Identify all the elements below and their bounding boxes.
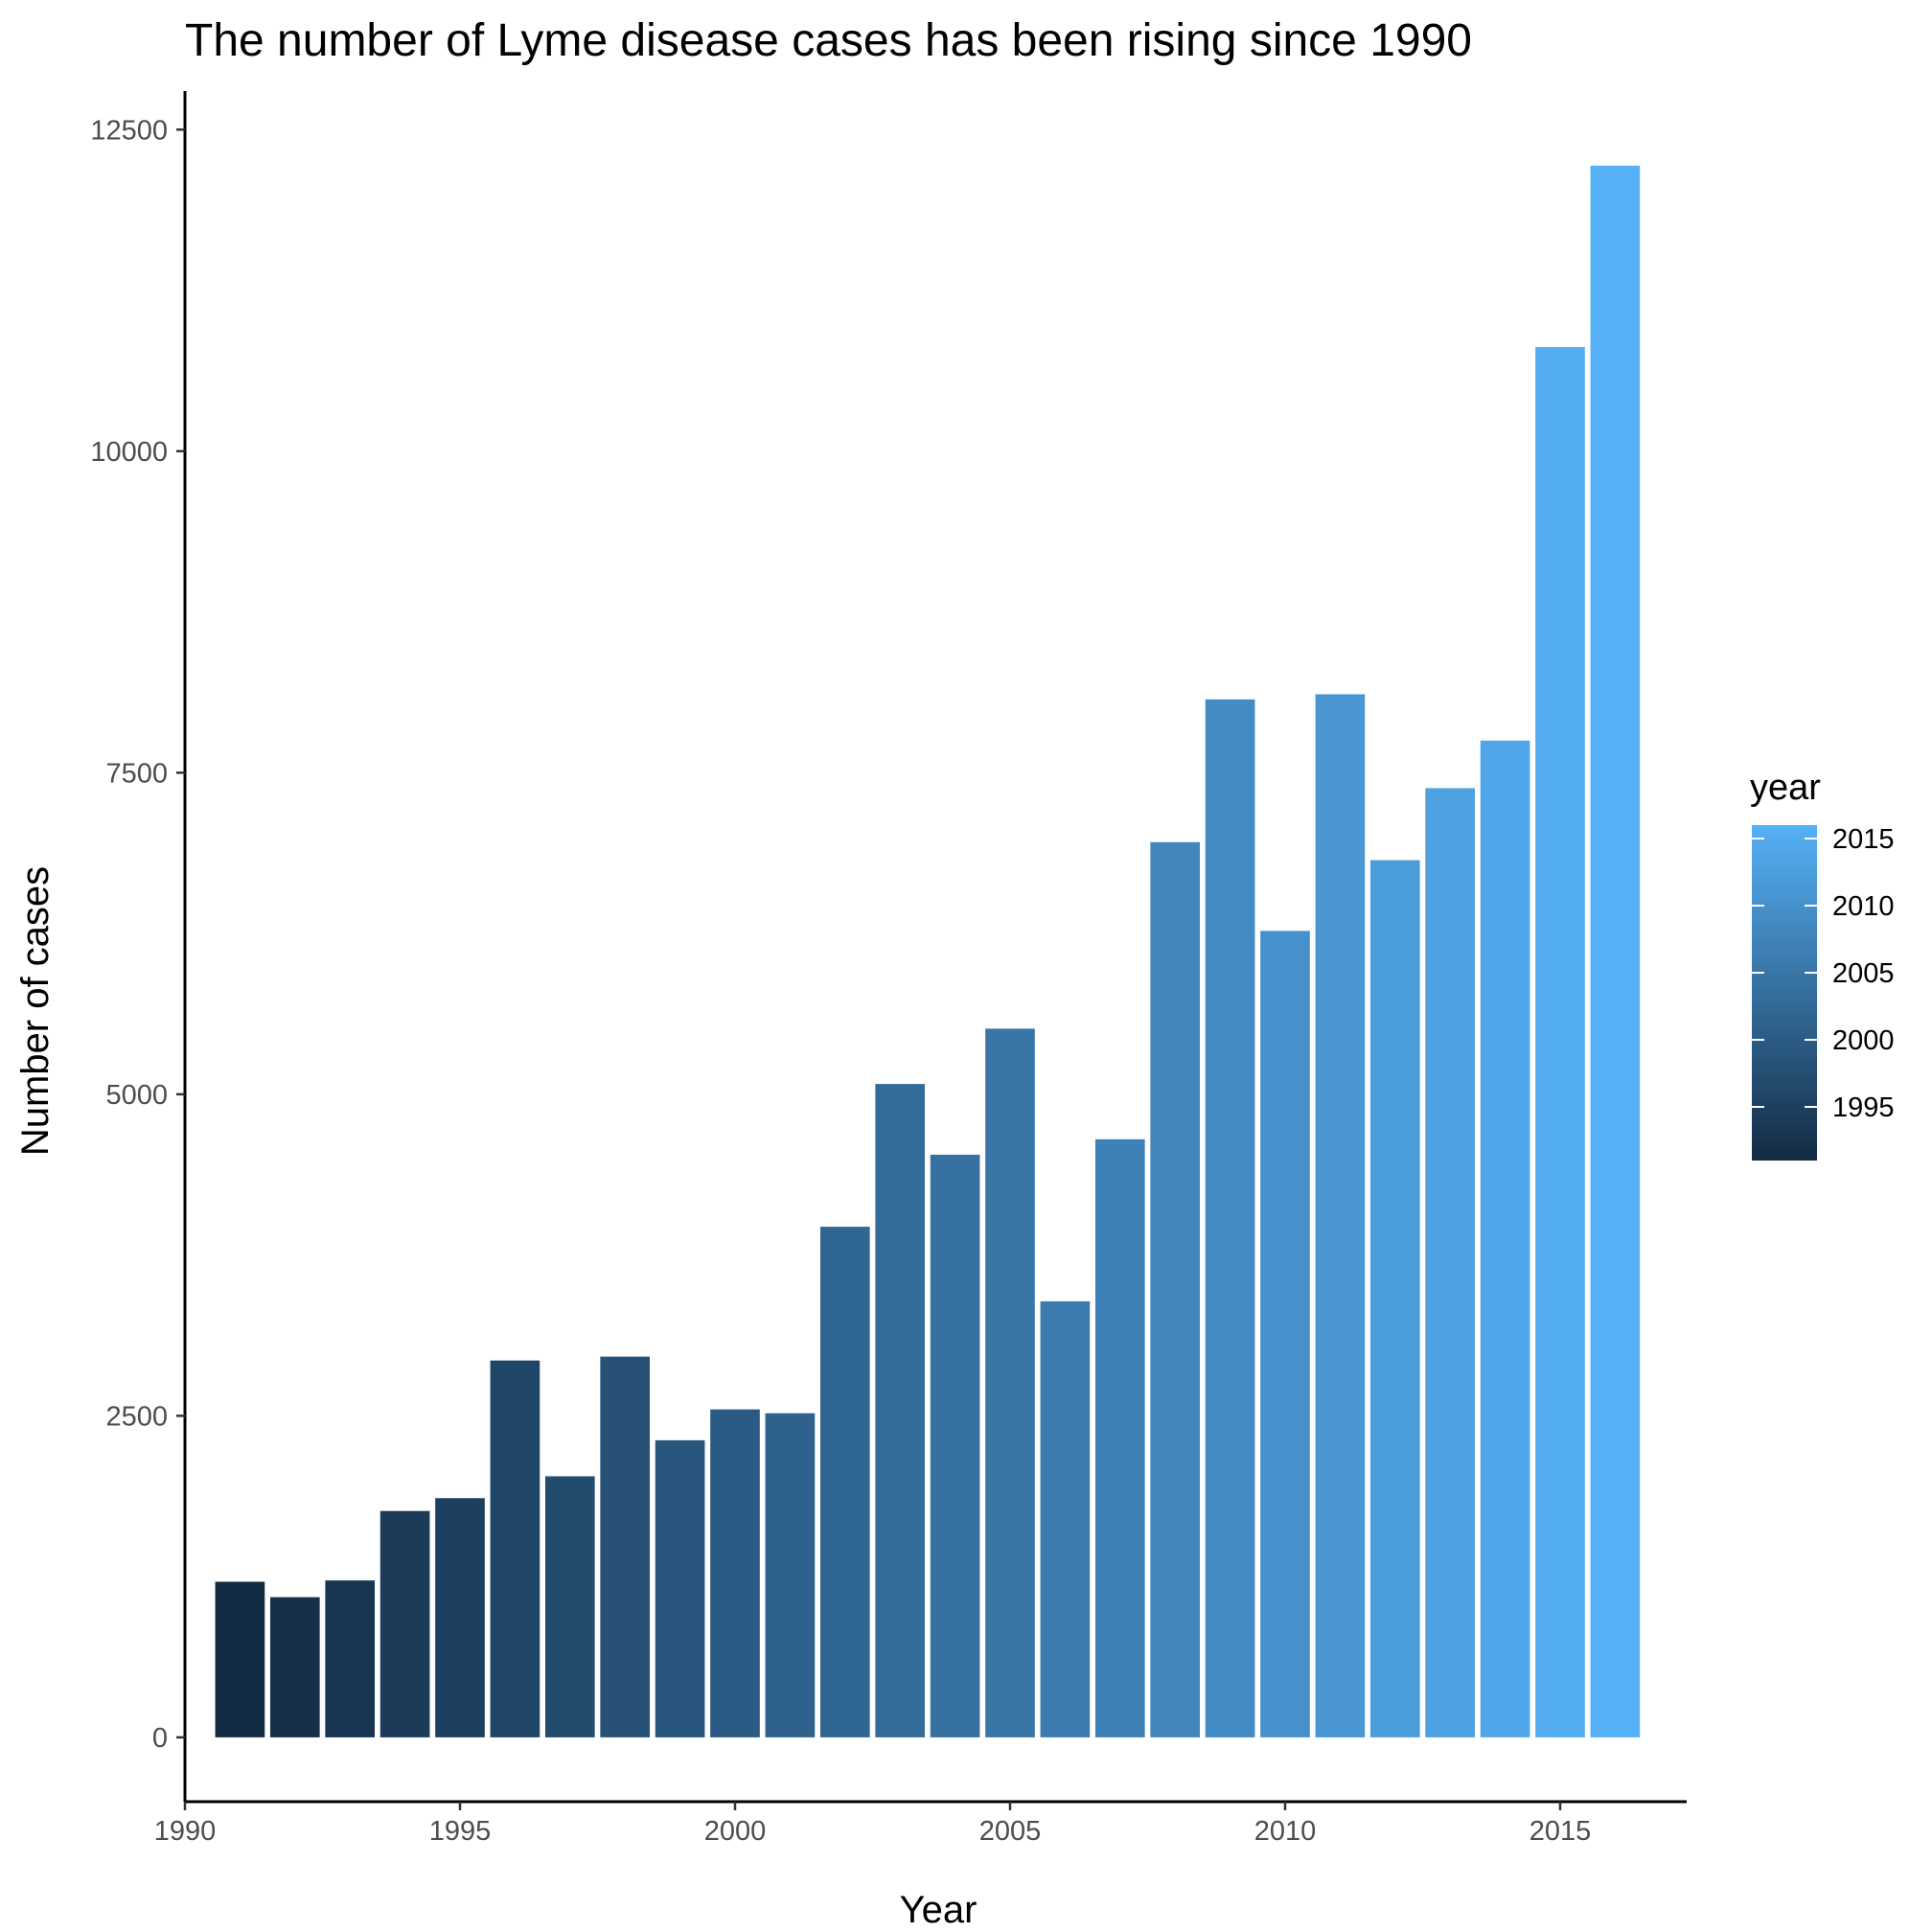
bar-2010	[1260, 931, 1310, 1737]
bar-1997	[544, 1476, 595, 1737]
bar-2007	[1094, 1138, 1145, 1737]
bar-2013	[1425, 788, 1476, 1737]
bars-group	[215, 165, 1641, 1737]
x-tick-label-1990: 1990	[154, 1816, 217, 1847]
axes-group: 0 2500 5000 7500 10000 12500 1990 1995 2000 2005 2…	[90, 91, 1687, 1847]
bar-2009	[1205, 699, 1255, 1737]
bar-1992	[269, 1597, 320, 1737]
x-axis-title: Year	[900, 1889, 978, 1931]
x-tick-label-2010: 2010	[1254, 1816, 1317, 1847]
legend-color-bar	[1752, 825, 1817, 1161]
bar-2015	[1535, 347, 1585, 1737]
legend-label-2005: 2005	[1832, 958, 1895, 989]
legend-label-1995: 1995	[1832, 1092, 1895, 1123]
legend-label-2015: 2015	[1832, 824, 1895, 855]
x-tick-label-1995: 1995	[429, 1816, 492, 1847]
x-tick-label-2000: 2000	[704, 1816, 767, 1847]
bar-2000	[710, 1409, 760, 1737]
y-tick-label-5000: 5000	[105, 1080, 168, 1111]
x-tick-label-2015: 2015	[1530, 1816, 1592, 1847]
bar-2003	[875, 1084, 926, 1737]
y-axis-title: Number of cases	[14, 866, 57, 1156]
bar-2014	[1480, 740, 1530, 1737]
bar-2005	[985, 1028, 1035, 1737]
bar-2016	[1590, 165, 1641, 1737]
x-tick-label-2005: 2005	[979, 1816, 1042, 1847]
legend-title: year	[1750, 768, 1821, 808]
bar-1993	[325, 1580, 376, 1737]
bar-1999	[655, 1439, 705, 1737]
bar-2002	[819, 1227, 870, 1737]
bar-2008	[1150, 841, 1201, 1737]
color-legend: year 1995 2000 2005 2010 2015	[1750, 768, 1895, 1161]
bar-1994	[380, 1510, 430, 1737]
y-tick-label-2500: 2500	[105, 1401, 168, 1432]
legend-label-2000: 2000	[1832, 1025, 1895, 1056]
y-tick-label-12500: 12500	[90, 115, 168, 146]
bar-1991	[215, 1581, 265, 1737]
legend-label-2010: 2010	[1832, 891, 1895, 922]
bar-1996	[490, 1360, 540, 1737]
y-tick-label-7500: 7500	[105, 758, 168, 789]
bar-2001	[765, 1413, 816, 1737]
bar-2012	[1369, 860, 1420, 1737]
bar-1995	[435, 1498, 485, 1737]
bar-1998	[600, 1356, 651, 1737]
chart-title: The number of Lyme disease cases has bee…	[185, 15, 1472, 66]
y-tick-label-0: 0	[152, 1723, 168, 1754]
y-tick-label-10000: 10000	[90, 437, 168, 468]
bar-2011	[1315, 694, 1366, 1737]
bar-2004	[930, 1154, 980, 1737]
bar-2006	[1040, 1300, 1091, 1737]
